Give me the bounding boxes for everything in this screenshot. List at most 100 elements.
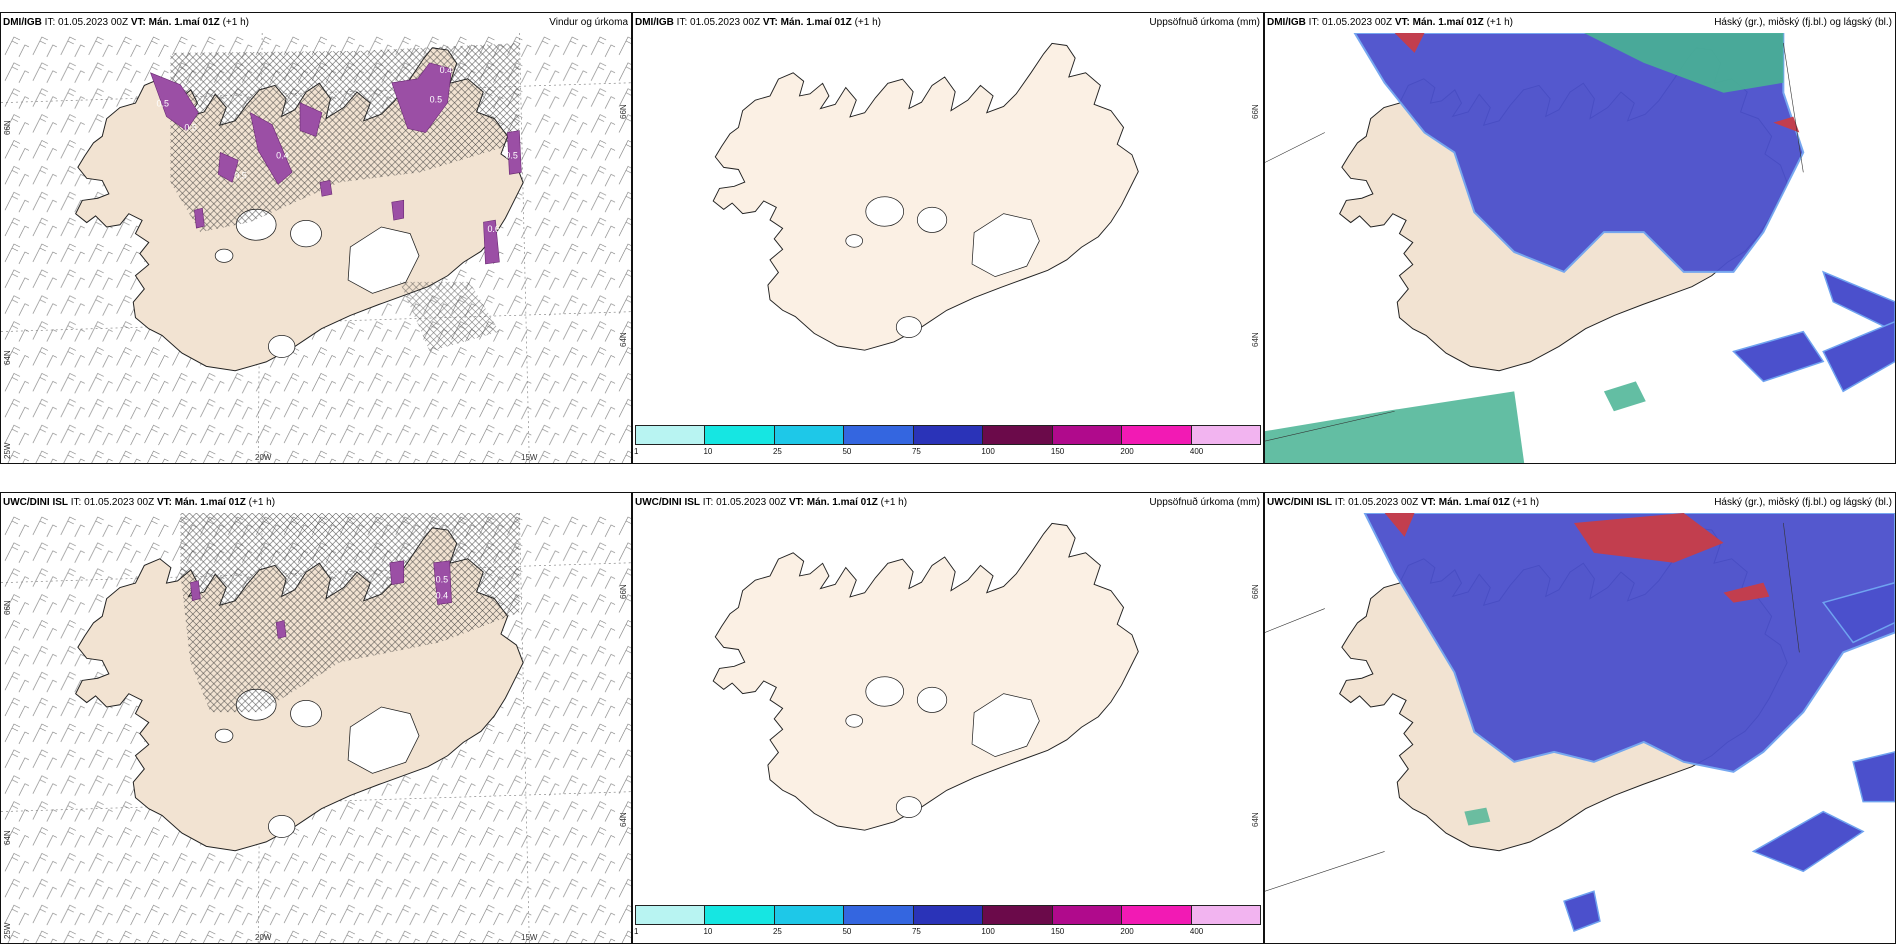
colorbar-tick: 75 (911, 927, 921, 936)
colorbar (635, 905, 1261, 925)
precip-value: 0.5 (184, 123, 196, 133)
colorbar-swatch (774, 906, 845, 924)
field-name: Uppsöfnuð úrkoma (mm) (1149, 17, 1260, 28)
init-time: 01.05.2023 00Z (1322, 17, 1393, 28)
model-name: DMI/IGB (635, 17, 674, 28)
lat-label-66: 66N (1251, 584, 1260, 599)
vt-label: VT: (1420, 497, 1436, 508)
lat-label-66-right: 66N (619, 104, 628, 119)
colorbar-swatch (1052, 426, 1123, 444)
colorbar-tick: 50 (842, 447, 852, 456)
colorbar-tick: 400 (1189, 927, 1204, 936)
field-name: Vindur og úrkoma (549, 17, 628, 28)
colorbar-tick: 1 (634, 927, 639, 936)
lead-time: (+1 h) (880, 497, 908, 508)
colorbar-tick: 200 (1120, 447, 1134, 456)
lon-label-20: 20W (255, 933, 272, 942)
precip-value: 0.5 (436, 575, 448, 585)
colorbar-tick: 200 (1120, 927, 1134, 936)
panel-clouds-dmi: DMI/IGB IT: 01.05.2023 00Z VT: Mán. 1.ma… (1264, 12, 1896, 464)
colorbar-swatch (844, 906, 914, 924)
colorbar (635, 425, 1261, 445)
init-time: 01.05.2023 00Z (1348, 497, 1419, 508)
init-time: 01.05.2023 00Z (716, 497, 787, 508)
precip-value: 0.5 (234, 170, 246, 180)
valid-time: Mán. 1.maí 01Z (148, 17, 220, 28)
precip-value: 0.5 (430, 95, 442, 105)
wind-precip-map: 0.4 0.5 0.5 0.5 0.5 0.4 0.5 0.6 (1, 33, 631, 463)
colorbar-swatch (983, 906, 1053, 924)
lead-time: (+1 h) (248, 497, 276, 508)
wind-precip-map: 0.5 0.4 (1, 513, 631, 943)
precip-value: 0.6 (487, 224, 499, 234)
lead-time: (+1 h) (1512, 497, 1540, 508)
colorbar-swatch (774, 426, 845, 444)
vt-label: VT: (130, 17, 146, 28)
panel-clouds-uwc: UWC/DINI ISL IT: 01.05.2023 00Z VT: Mán.… (1264, 492, 1896, 944)
colorbar-swatch (1191, 426, 1260, 444)
it-label: IT: (1308, 17, 1320, 28)
lat-label-64: 64N (3, 830, 12, 845)
lead-time: (+1 h) (854, 17, 881, 28)
precip-value: 0.5 (505, 150, 517, 160)
colorbar-tick: 100 (981, 927, 995, 936)
colorbar-swatch (913, 906, 984, 924)
lat-label-66-right: 66N (619, 584, 628, 599)
valid-time: Mán. 1.maí 01Z (780, 17, 852, 28)
lat-label-66: 66N (3, 600, 12, 615)
lat-label-66: 66N (3, 120, 12, 135)
model-name: UWC/DINI ISL (3, 497, 68, 508)
model-name: UWC/DINI ISL (1267, 497, 1332, 508)
it-label: IT: (70, 497, 82, 508)
colorbar-tick: 400 (1189, 447, 1204, 456)
lat-label-64-right: 64N (619, 812, 628, 827)
colorbar-swatch (636, 426, 706, 444)
precip-value: 0.5 (157, 99, 169, 109)
panel-header: UWC/DINI ISL IT: 01.05.2023 00Z VT: Mán.… (1, 493, 631, 513)
vt-label: VT: (1394, 17, 1410, 28)
lat-label-64: 64N (3, 350, 12, 365)
precip-value: 0.4 (440, 65, 452, 75)
colorbar-swatch (1122, 426, 1192, 444)
accum-precip-map (633, 33, 1263, 463)
valid-time: Mán. 1.maí 01Z (1438, 497, 1510, 508)
lon-label-20: 20W (255, 453, 272, 462)
it-label: IT: (1334, 497, 1346, 508)
accum-precip-map (633, 513, 1263, 943)
panel-accum-precip-uwc: UWC/DINI ISL IT: 01.05.2023 00Z VT: Mán.… (632, 492, 1264, 944)
colorbar-tick: 75 (911, 447, 921, 456)
lat-label-64: 64N (1251, 332, 1260, 347)
valid-time: Mán. 1.maí 01Z (174, 497, 246, 508)
clouds-map (1265, 513, 1895, 943)
colorbar-swatch (913, 426, 984, 444)
field-name: Háský (gr.), miðský (fj.bl.) og lágský (… (1714, 497, 1892, 508)
init-time: 01.05.2023 00Z (84, 497, 155, 508)
colorbar-swatch (1191, 906, 1260, 924)
vt-label: VT: (762, 17, 778, 28)
init-time: 01.05.2023 00Z (690, 17, 761, 28)
panel-header: DMI/IGB IT: 01.05.2023 00Z VT: Mán. 1.ma… (1, 13, 631, 33)
colorbar-tick: 10 (703, 927, 713, 936)
it-label: IT: (702, 497, 714, 508)
precip-value: 0.4 (276, 150, 288, 160)
colorbar-swatch (636, 906, 706, 924)
colorbar-tick: 10 (703, 447, 713, 456)
lat-label-66: 66N (1251, 104, 1260, 119)
field-name: Uppsöfnuð úrkoma (mm) (1149, 497, 1260, 508)
panel-accum-precip-dmi: DMI/IGB IT: 01.05.2023 00Z VT: Mán. 1.ma… (632, 12, 1264, 464)
colorbar-ticks: 1 10 25 50 75 100 150 200 400 (634, 447, 1261, 459)
vt-label: VT: (788, 497, 804, 508)
lon-label-15: 15W (521, 453, 538, 462)
colorbar-tick: 50 (842, 927, 852, 936)
panel-wind-precip-dmi: DMI/IGB IT: 01.05.2023 00Z VT: Mán. 1.ma… (0, 12, 632, 464)
colorbar-swatch (1052, 906, 1123, 924)
lat-label-64: 64N (1251, 812, 1260, 827)
it-label: IT: (44, 17, 56, 28)
lon-label-25: 25W (3, 442, 12, 459)
init-time: 01.05.2023 00Z (58, 17, 129, 28)
field-name: Háský (gr.), miðský (fj.bl.) og lágský (… (1714, 17, 1892, 28)
panel-header: UWC/DINI ISL IT: 01.05.2023 00Z VT: Mán.… (633, 493, 1263, 513)
colorbar-tick: 150 (1050, 447, 1065, 456)
colorbar-tick: 150 (1050, 927, 1065, 936)
model-name: UWC/DINI ISL (635, 497, 700, 508)
